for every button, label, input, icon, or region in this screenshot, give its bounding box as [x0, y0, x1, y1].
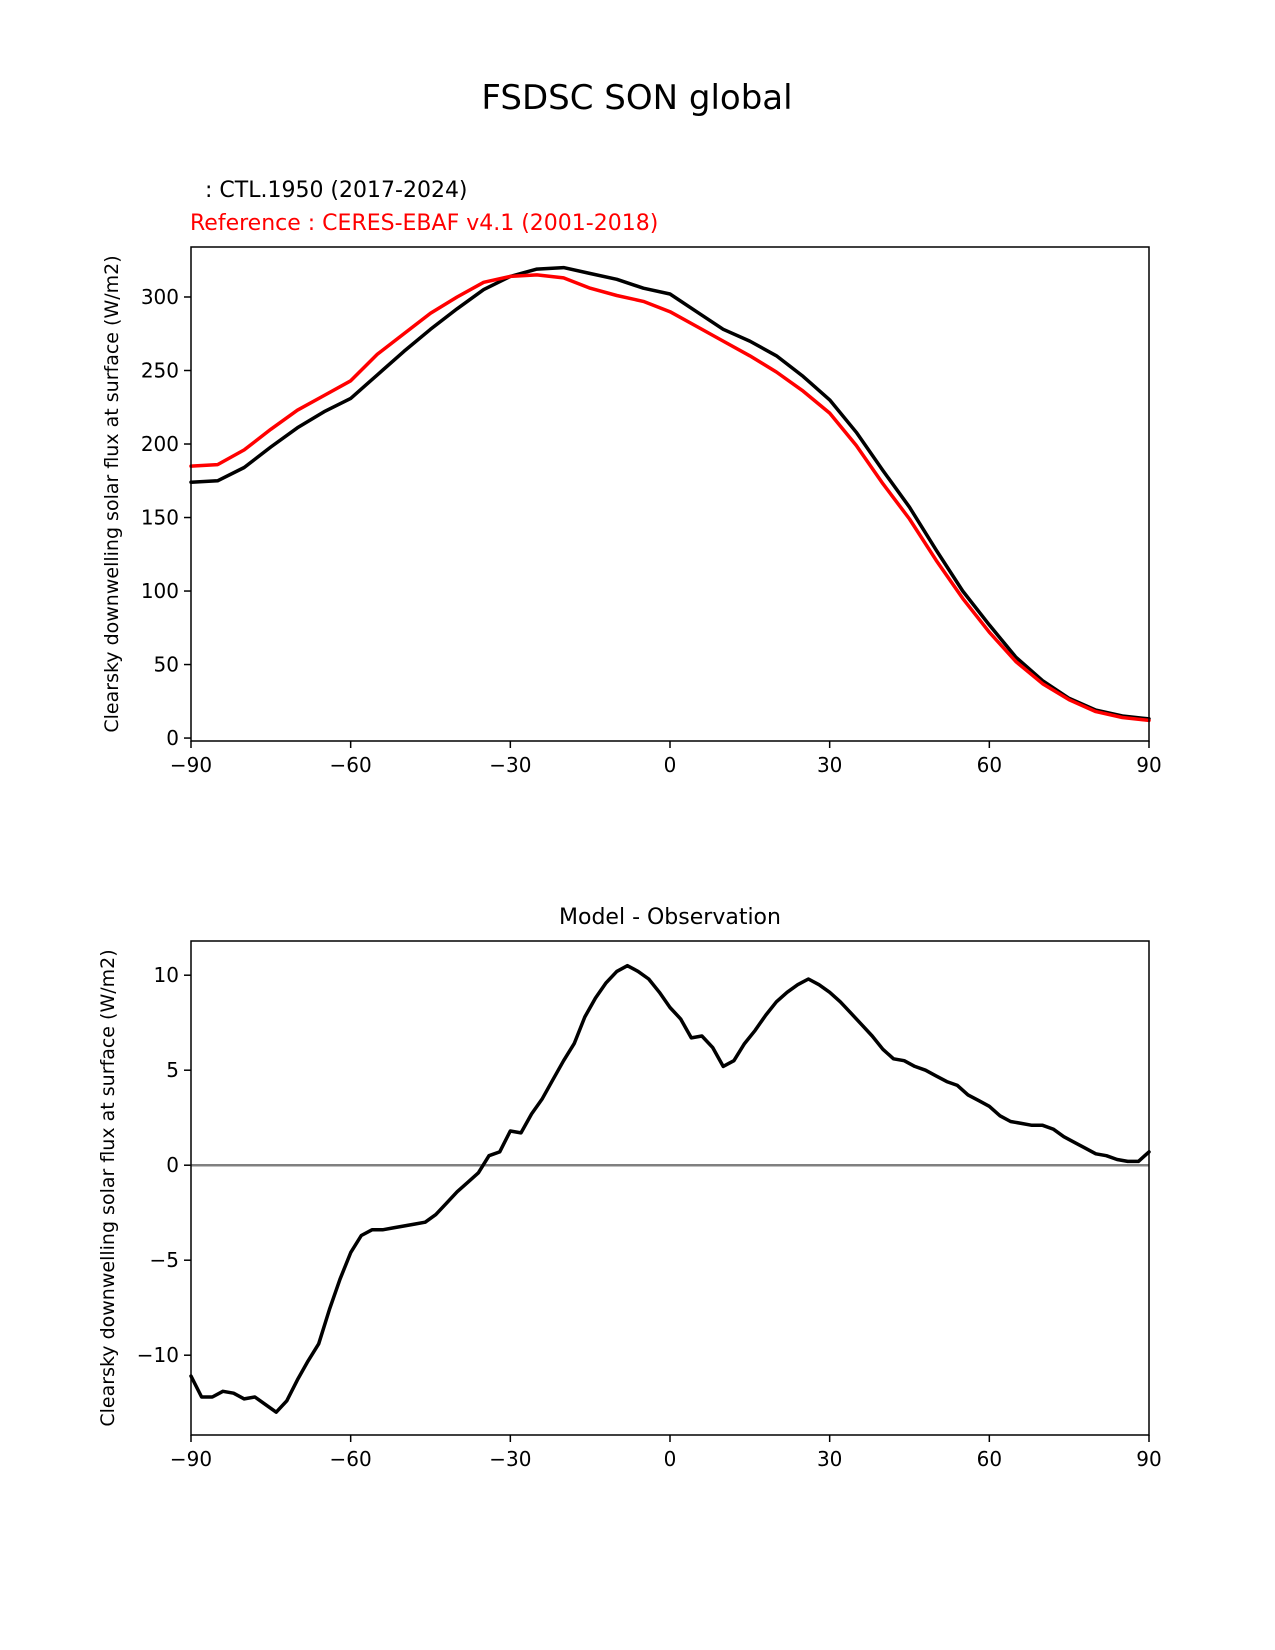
bottom-axes-content: −90 −60 −30 0 30 60 90 −10 −5 0 5 10: [137, 963, 1162, 1471]
top-axes-frame: [190, 246, 1150, 742]
figure-title: FSDSC SON global: [481, 78, 792, 118]
bottom-y-tick-label: 0: [166, 1153, 179, 1177]
top-panel: : CTL.1950 (2017-2024) Reference : CERES…: [101, 178, 1162, 777]
top-x-tick-label: 0: [664, 753, 677, 777]
top-x-tick-label: 90: [1136, 753, 1161, 777]
top-x-tick-label: 30: [817, 753, 842, 777]
bottom-panel-title: Model - Observation: [559, 905, 781, 930]
top-series-line-0: [189, 265, 1151, 721]
bottom-x-tick-label: −90: [170, 1447, 212, 1471]
top-y-axis-label: Clearsky downwelling solar flux at surfa…: [101, 255, 123, 732]
top-y-tick-label: 300: [141, 285, 179, 309]
top-series-line-1: [189, 273, 1151, 723]
top-x-tick-label: 60: [977, 753, 1002, 777]
top-y-tick-label: 250: [141, 359, 179, 383]
top-y-tick-label: 200: [141, 432, 179, 456]
bottom-x-tick-label: −60: [330, 1447, 372, 1471]
top-y-tick-label: 150: [141, 506, 179, 530]
top-y-tick-label: 100: [141, 579, 179, 603]
bottom-y-tick-label: −10: [137, 1343, 179, 1367]
top-y-tick-label: 0: [166, 726, 179, 750]
bottom-panel: Model - Observation Clearsky downwelling…: [97, 905, 1162, 1471]
top-x-tick-label: −60: [330, 753, 372, 777]
bottom-series-line-0: [189, 963, 1151, 1414]
top-axes-content: −90 −60 −30 0 30 60 90 0 50 100 150 200 250 300: [141, 265, 1162, 777]
bottom-y-tick-label: −5: [150, 1248, 179, 1272]
top-x-tick-label: −30: [489, 753, 531, 777]
top-x-tick-label: −90: [170, 753, 212, 777]
top-y-tick-label: 50: [154, 653, 179, 677]
bottom-x-tick-label: 90: [1136, 1447, 1161, 1471]
bottom-x-tick-label: 30: [817, 1447, 842, 1471]
bottom-x-tick-label: 60: [977, 1447, 1002, 1471]
bottom-x-tick-label: −30: [489, 1447, 531, 1471]
bottom-y-tick-label: 5: [166, 1058, 179, 1082]
bottom-axes-frame: [190, 940, 1150, 1436]
legend-model-label: : CTL.1950 (2017-2024): [205, 178, 468, 203]
bottom-y-tick-label: 10: [154, 963, 179, 987]
bottom-x-tick-label: 0: [664, 1447, 677, 1471]
bottom-y-axis-label: Clearsky downwelling solar flux at surfa…: [97, 949, 119, 1426]
legend-reference-label: Reference : CERES-EBAF v4.1 (2001-2018): [190, 211, 658, 236]
